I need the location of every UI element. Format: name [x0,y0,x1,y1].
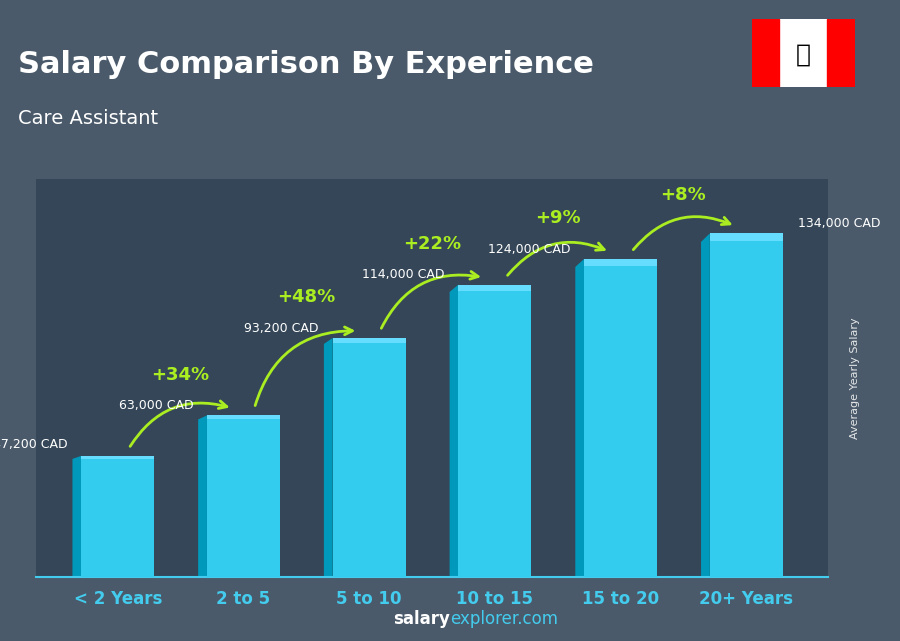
Text: 20+ Years: 20+ Years [699,590,793,608]
Bar [584,259,657,266]
Text: 114,000 CAD: 114,000 CAD [362,269,445,281]
Text: explorer.com: explorer.com [450,610,558,628]
Text: 10 to 15: 10 to 15 [456,590,534,608]
Text: +22%: +22% [403,235,461,253]
Bar [81,456,154,458]
Text: salary: salary [393,610,450,628]
Bar [827,19,855,87]
Text: Salary Comparison By Experience: Salary Comparison By Experience [18,50,594,79]
Bar [207,415,280,419]
Bar [458,285,531,577]
Bar [752,19,779,87]
Bar [779,19,827,87]
Bar [207,415,280,577]
Text: 5 to 10: 5 to 10 [337,590,402,608]
Text: 134,000 CAD: 134,000 CAD [797,217,880,230]
Polygon shape [324,338,333,577]
Text: Care Assistant: Care Assistant [18,108,158,128]
Text: 124,000 CAD: 124,000 CAD [488,243,571,256]
Text: Average Yearly Salary: Average Yearly Salary [850,317,860,439]
Text: 2 to 5: 2 to 5 [216,590,271,608]
Polygon shape [575,259,584,577]
Text: 93,200 CAD: 93,200 CAD [245,322,319,335]
Polygon shape [450,285,458,577]
Text: 🍁: 🍁 [796,42,811,67]
Polygon shape [198,415,207,577]
Bar [710,233,783,241]
Text: 47,200 CAD: 47,200 CAD [0,438,68,451]
Bar [458,285,531,291]
Text: +34%: +34% [151,365,210,383]
Bar [333,338,406,577]
Polygon shape [701,233,710,577]
Polygon shape [73,456,81,577]
Text: +8%: +8% [661,185,707,204]
Text: 63,000 CAD: 63,000 CAD [119,399,194,412]
Text: < 2 Years: < 2 Years [74,590,162,608]
Text: +48%: +48% [277,288,336,306]
Bar [584,259,657,577]
Bar [81,456,154,577]
Bar [333,338,406,343]
Bar [710,233,783,577]
Text: +9%: +9% [535,209,581,227]
Text: 15 to 20: 15 to 20 [582,590,659,608]
